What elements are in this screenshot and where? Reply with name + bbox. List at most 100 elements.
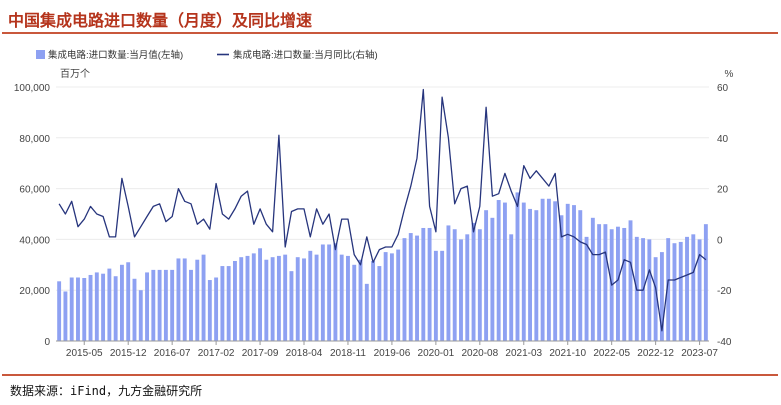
bar <box>433 250 438 341</box>
bar <box>578 210 583 341</box>
bar <box>132 278 137 341</box>
source-bar: 数据来源：iFind，九方金融研究所 <box>2 374 778 404</box>
bar <box>276 255 281 341</box>
bar <box>685 236 689 341</box>
bar <box>415 235 419 341</box>
bar <box>113 276 118 341</box>
bar <box>352 264 357 341</box>
x-tick-label: 2023-07 <box>681 348 718 358</box>
bar <box>189 269 193 341</box>
bar <box>339 254 344 341</box>
bar <box>195 259 200 341</box>
bar <box>201 254 206 341</box>
x-tick-label: 2015-05 <box>66 348 103 358</box>
left-axis-unit: 百万个 <box>60 68 90 80</box>
bar <box>157 269 162 341</box>
bar <box>101 273 106 341</box>
right-tick-label: 40 <box>717 134 729 145</box>
bar <box>477 229 482 341</box>
bar <box>628 220 633 341</box>
bar <box>138 290 143 341</box>
bar <box>308 250 313 341</box>
bar <box>220 266 225 341</box>
bar <box>214 277 219 341</box>
bar <box>389 253 394 341</box>
bar <box>616 226 620 341</box>
bar <box>358 259 363 341</box>
bar <box>314 254 319 341</box>
bar <box>440 250 445 341</box>
bar <box>546 198 551 341</box>
bar <box>176 258 181 341</box>
right-tick-label: -40 <box>717 337 732 348</box>
right-tick-label: 20 <box>717 185 729 196</box>
right-tick-label: 0 <box>717 235 723 246</box>
bar <box>465 234 470 341</box>
bar <box>295 257 300 341</box>
bar <box>107 268 112 341</box>
bar <box>207 280 212 341</box>
bar <box>346 255 350 341</box>
bar <box>69 277 74 341</box>
title-bar: 中国集成电路进口数量（月度）及同比增速 <box>2 2 778 34</box>
bar <box>283 254 288 341</box>
bar <box>597 224 602 341</box>
bar <box>251 253 256 341</box>
bar <box>88 274 93 341</box>
bar <box>528 208 532 341</box>
bar <box>490 217 495 341</box>
x-tick-label: 2018-11 <box>330 348 366 358</box>
bar <box>63 291 68 341</box>
bar <box>182 258 187 341</box>
bar <box>584 236 589 341</box>
bar <box>427 227 432 341</box>
x-tick-label: 2015-12 <box>110 348 147 358</box>
left-tick-label: 0 <box>44 337 50 348</box>
bar <box>590 217 595 341</box>
bar <box>678 241 683 341</box>
bar <box>421 227 426 341</box>
bar <box>302 258 306 341</box>
bar <box>540 198 545 341</box>
right-tick-label: -20 <box>717 286 732 297</box>
bar <box>659 252 664 341</box>
x-tick-label: 2020-01 <box>418 348 455 358</box>
bar <box>446 225 451 341</box>
bar <box>647 239 652 341</box>
bar <box>534 210 539 341</box>
x-tick-label: 2017-02 <box>198 348 235 358</box>
bar <box>245 255 250 341</box>
chart-area: 0 20,000 40,000 60,000 80,000 100,000 -40 -20 0 2… <box>9 38 773 359</box>
bar <box>622 227 627 341</box>
legend-bar-swatch <box>36 50 45 59</box>
page-title: 中国集成电路进口数量（月度）及同比增速 <box>8 11 313 30</box>
bar <box>496 200 501 341</box>
bar <box>371 260 376 341</box>
bar <box>603 224 608 341</box>
x-tick-label: 2022-05 <box>593 348 630 358</box>
x-tick-label: 2019-06 <box>374 348 411 358</box>
bar <box>565 203 570 341</box>
bar <box>521 202 526 341</box>
bar <box>697 239 702 341</box>
bar <box>119 264 124 341</box>
bar <box>396 249 401 341</box>
bar <box>509 234 514 341</box>
bar <box>289 271 294 341</box>
bar <box>383 252 388 341</box>
x-tick-label: 2017-09 <box>242 348 279 358</box>
bar <box>82 278 87 341</box>
x-tick-label: 2022-12 <box>637 348 674 358</box>
bar <box>653 257 658 341</box>
axes: 0 20,000 40,000 60,000 80,000 100,000 -40 -20 0 2… <box>14 68 734 359</box>
yoy-growth-line <box>58 88 707 332</box>
bar <box>320 244 325 341</box>
bar <box>559 215 564 341</box>
bar <box>672 243 677 341</box>
bar <box>126 262 131 341</box>
bar <box>226 266 231 341</box>
bar <box>377 266 382 341</box>
bar <box>233 260 237 341</box>
bar <box>333 243 338 341</box>
